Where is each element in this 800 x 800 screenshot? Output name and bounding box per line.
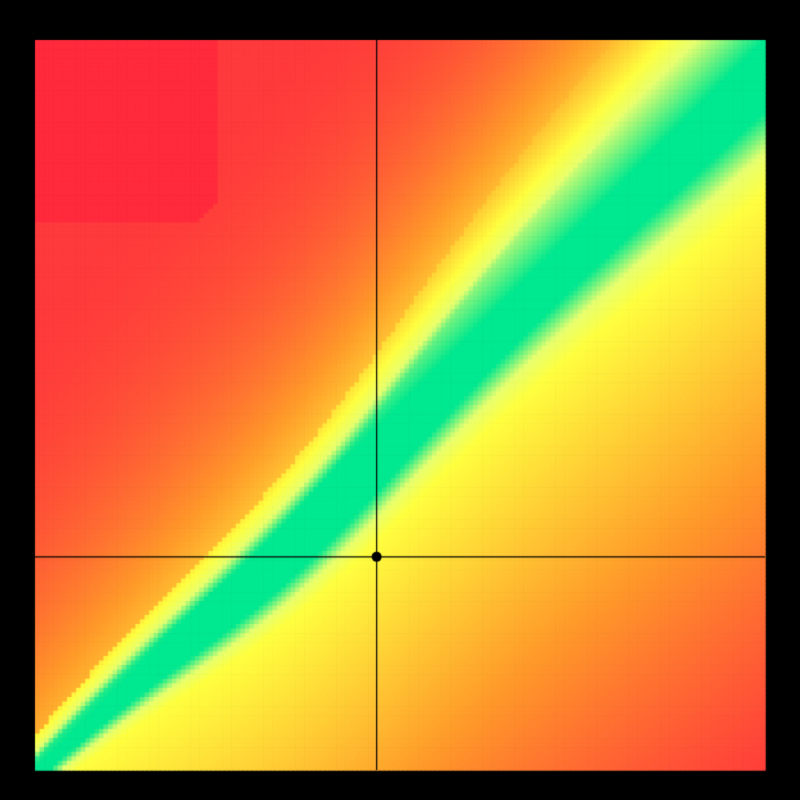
bottleneck-heatmap	[0, 0, 800, 800]
chart-wrap: { "watermark": { "text": "TheBottleneck.…	[0, 0, 800, 800]
